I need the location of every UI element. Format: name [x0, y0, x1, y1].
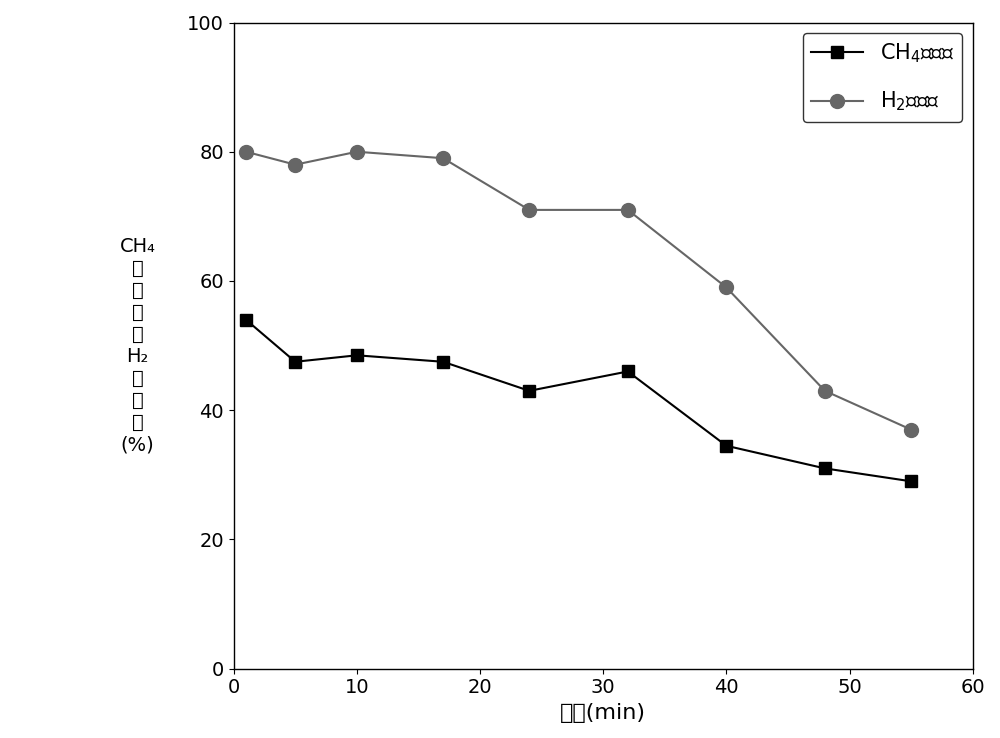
H$_2$选择性	[905, 425, 917, 434]
CH$_4$转化率	[905, 477, 917, 486]
H$_2$选择性	[720, 283, 732, 292]
CH$_4$转化率	[523, 387, 535, 396]
CH$_4$转化率	[240, 315, 252, 324]
H$_2$选择性	[351, 148, 363, 156]
H$_2$选择性	[622, 205, 634, 214]
Line: CH$_4$转化率: CH$_4$转化率	[240, 314, 917, 488]
Line: H$_2$选择性: H$_2$选择性	[239, 145, 918, 437]
CH$_4$转化率	[819, 464, 831, 473]
H$_2$选择性	[240, 148, 252, 156]
CH$_4$转化率	[437, 357, 449, 366]
H$_2$选择性	[819, 387, 831, 396]
Text: CH₄
转
化
率
或
H₂
选
择
性
(%): CH₄ 转 化 率 或 H₂ 选 择 性 (%)	[120, 237, 156, 454]
X-axis label: 时间(min): 时间(min)	[560, 703, 646, 723]
H$_2$选择性	[437, 154, 449, 162]
CH$_4$转化率	[720, 441, 732, 450]
H$_2$选择性	[289, 160, 301, 169]
CH$_4$转化率	[289, 357, 301, 366]
Legend: CH$_4$转化率, H$_2$选择性: CH$_4$转化率, H$_2$选择性	[803, 33, 962, 122]
CH$_4$转化率	[622, 367, 634, 376]
H$_2$选择性	[523, 205, 535, 214]
CH$_4$转化率	[351, 351, 363, 359]
